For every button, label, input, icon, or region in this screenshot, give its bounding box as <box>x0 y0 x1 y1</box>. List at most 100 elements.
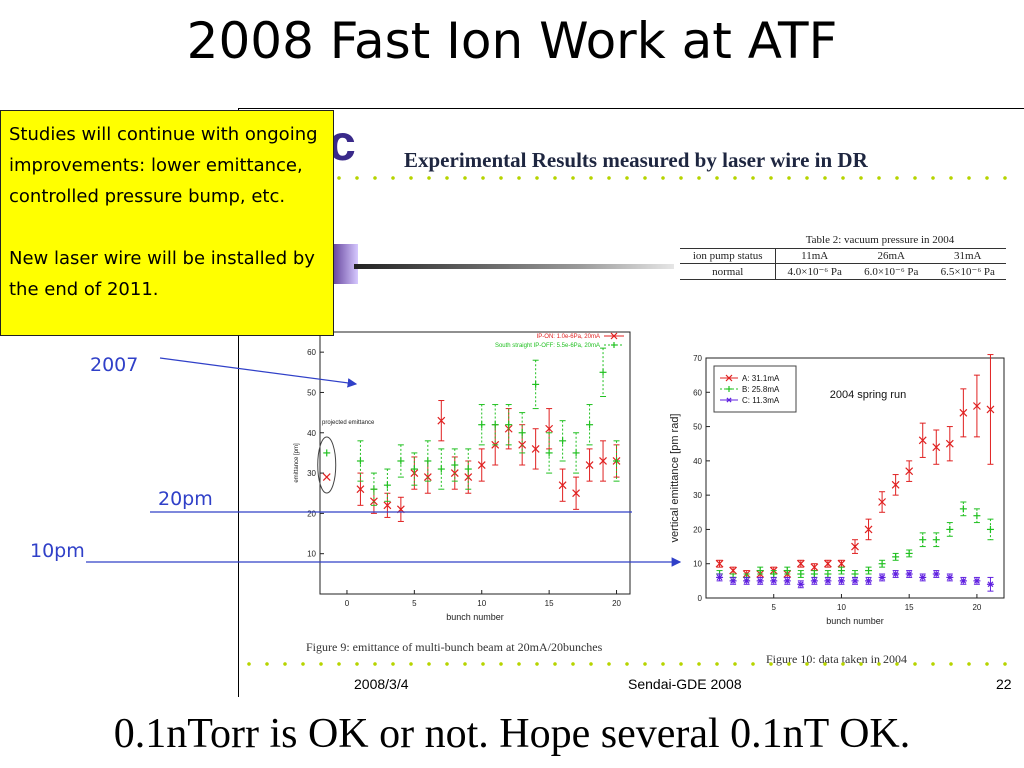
data-point <box>757 577 764 584</box>
y-tick-label: 50 <box>693 423 702 432</box>
data-point <box>892 571 899 577</box>
y-tick-label: 50 <box>307 388 316 397</box>
table-caption: Table 2: vacuum pressure in 2004 <box>805 234 955 246</box>
x-tick-label: 20 <box>612 599 621 608</box>
data-point <box>811 577 818 584</box>
data-point <box>825 577 831 584</box>
callout-text: New laser wire will be installed by the … <box>9 248 315 300</box>
footer-event: Sendai-GDE 2008 <box>628 676 742 692</box>
x-tick-label: 10 <box>837 603 846 612</box>
y-axis-label: emittance [pm] <box>294 443 300 483</box>
dotted-divider-bottom <box>240 662 1020 666</box>
data-point <box>545 424 554 433</box>
legend-label: South straight IP-OFF: 5.5e-6Pa, 20mA <box>495 343 600 349</box>
table-cell: 4.0×10⁻⁶ Pa <box>775 263 853 280</box>
data-point <box>726 397 732 403</box>
x-tick-label: 15 <box>545 599 554 608</box>
legend-label: A: 31.1mA <box>742 374 780 383</box>
data-point <box>891 480 900 489</box>
data-point <box>558 481 567 490</box>
data-point <box>918 436 927 445</box>
data-point <box>572 489 581 498</box>
chart-title: 2004 spring run <box>830 389 906 401</box>
data-point <box>933 571 940 577</box>
callout-box: Studies will continue with ongoing impro… <box>0 110 334 336</box>
data-point <box>729 566 738 575</box>
data-point <box>585 461 594 469</box>
data-point <box>599 457 607 465</box>
data-point <box>838 577 845 584</box>
data-point <box>531 444 540 453</box>
data-point <box>960 577 967 584</box>
annotation-20pm: 20pm <box>158 488 213 510</box>
data-point <box>837 559 846 568</box>
figure9-caption: Figure 9: emittance of multi-bunch beam … <box>306 640 603 654</box>
table-cell: 6.5×10⁻⁶ Pa <box>929 263 1006 280</box>
y-tick-label: 60 <box>307 348 316 357</box>
annotation-10pm: 10pm <box>30 540 85 562</box>
data-point <box>725 374 733 382</box>
data-point <box>959 408 968 417</box>
data-point <box>797 581 804 588</box>
footer-page-number: 22 <box>996 676 1012 692</box>
data-point <box>322 473 331 482</box>
table-header-cell: ion pump status <box>680 248 777 264</box>
data-point <box>986 405 995 414</box>
y-tick-label: 20 <box>693 525 702 534</box>
data-point <box>477 461 486 469</box>
vacuum-pressure-table: Table 2: vacuum pressure in 2004 ion pum… <box>680 234 1010 280</box>
data-point <box>716 574 723 581</box>
y-axis-label: vertical emittance [pm rad] <box>669 414 681 543</box>
slide-title: 2008 Fast Ion Work at ATF <box>186 12 838 70</box>
y-tick-label: 40 <box>693 457 702 466</box>
legend-label: IP-ON: 1.0e-6Pa, 20mA <box>537 334 600 340</box>
dotted-divider-top <box>240 176 1020 180</box>
data-point <box>610 332 618 340</box>
data-point <box>987 581 994 588</box>
arrow-2007 <box>159 357 358 388</box>
embedded-slide-image <box>238 108 1024 697</box>
y-tick-label: 40 <box>307 429 316 438</box>
embedded-slide-header: Experimental Results measured by laser w… <box>404 148 868 172</box>
table-cell: normal <box>680 263 777 280</box>
y-tick-label: 60 <box>693 388 702 397</box>
inset-ellipse <box>317 436 337 494</box>
data-point <box>879 574 885 581</box>
data-point <box>932 443 941 452</box>
y-tick-label: 10 <box>693 560 702 569</box>
table-row: normal 4.0×10⁻⁶ Pa 6.0×10⁻⁶ Pa 6.5×10⁻⁶ … <box>680 263 1006 280</box>
data-point <box>851 542 859 551</box>
data-point <box>906 571 913 577</box>
y-tick-label: 20 <box>307 509 316 518</box>
data-point <box>823 559 832 568</box>
data-point <box>864 525 873 534</box>
data-point <box>945 439 954 448</box>
x-axis-label: bunch number <box>826 616 884 626</box>
data-point <box>784 577 791 584</box>
legend-label: B: 25.8mA <box>742 385 780 394</box>
x-axis-label: bunch number <box>446 612 504 622</box>
x-tick-label: 10 <box>477 599 486 608</box>
annotation-2007: 2007 <box>90 354 139 376</box>
decorative-bar <box>354 264 674 269</box>
x-tick-label: 0 <box>345 599 350 608</box>
data-point <box>770 577 777 584</box>
x-tick-label: 5 <box>412 599 417 608</box>
data-point <box>730 577 736 584</box>
data-point <box>852 577 858 584</box>
y-tick-label: 0 <box>698 594 703 603</box>
data-point <box>878 498 887 506</box>
plot-frame <box>319 331 631 595</box>
bottom-statement: 0.1nTorr is OK or not. Hope several 0.1n… <box>113 711 911 757</box>
y-tick-label: 30 <box>693 491 702 500</box>
data-point <box>919 574 926 581</box>
data-point <box>974 577 980 584</box>
data-point <box>437 416 446 425</box>
data-point <box>796 559 805 568</box>
callout-text: Studies will continue with ongoing impro… <box>9 124 318 207</box>
plot-frame <box>705 357 1005 599</box>
data-point <box>865 577 872 584</box>
footer-date: 2008/3/4 <box>354 676 409 692</box>
data-point <box>715 559 724 568</box>
